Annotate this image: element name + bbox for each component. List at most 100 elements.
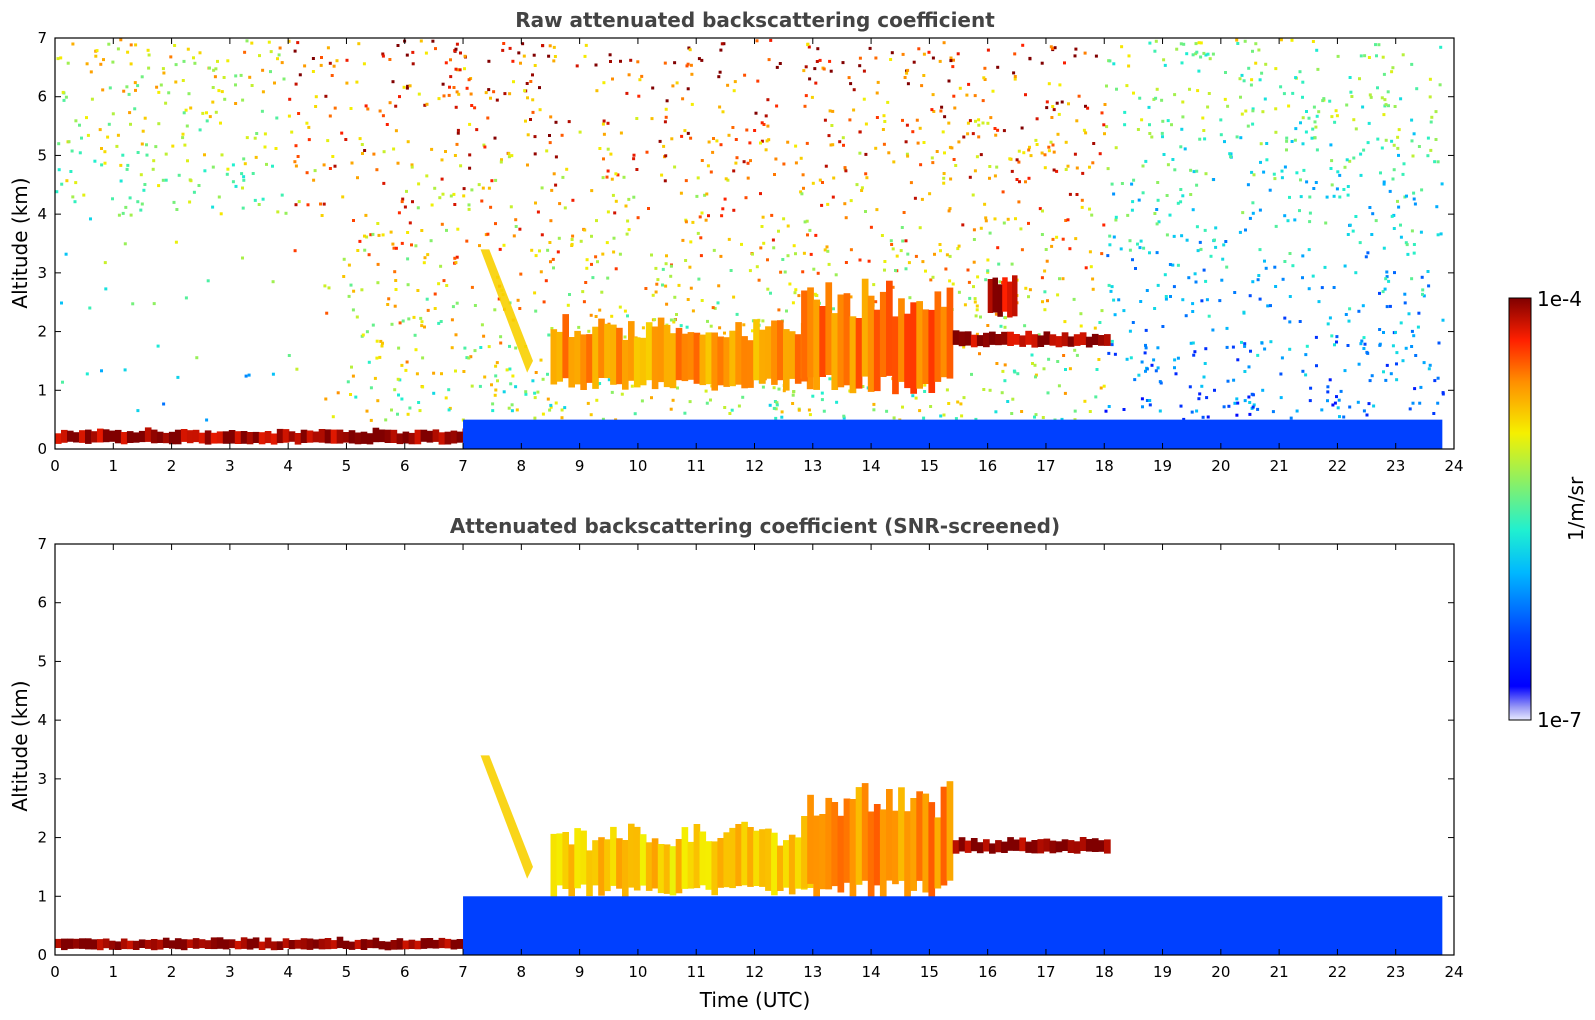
noise-pixel: [1252, 173, 1256, 177]
feature-column: [1037, 335, 1045, 347]
noise-pixel: [1367, 402, 1371, 406]
noise-pixel: [902, 211, 906, 214]
noise-pixel: [1181, 115, 1185, 119]
noise-pixel: [1166, 163, 1170, 167]
noise-pixel: [1051, 47, 1054, 50]
noise-pixel: [1260, 341, 1264, 345]
noise-pixel: [1285, 148, 1288, 152]
noise-pixel: [1346, 344, 1350, 347]
noise-pixel: [533, 64, 537, 67]
noise-pixel: [1354, 271, 1358, 275]
noise-pixel: [1174, 372, 1178, 376]
noise-pixel: [988, 176, 991, 180]
noise-pixel: [1107, 405, 1111, 408]
noise-pixel: [948, 207, 952, 211]
noise-pixel: [129, 62, 133, 66]
noise-pixel: [162, 402, 166, 406]
feature-cloud-13-15: [801, 781, 954, 901]
noise-pixel: [731, 126, 735, 129]
noise-pixel: [423, 256, 427, 260]
noise-pixel: [677, 283, 681, 287]
feature-column: [1079, 332, 1087, 345]
noise-pixel: [808, 228, 812, 232]
noise-pixel: [999, 324, 1003, 328]
noise-pixel: [1240, 112, 1244, 116]
noise-pixel: [1093, 326, 1097, 330]
noise-pixel: [187, 92, 191, 96]
noise-pixel: [473, 304, 477, 307]
noise-pixel: [493, 308, 497, 312]
noise-pixel: [1199, 247, 1203, 251]
noise-pixel: [503, 92, 507, 96]
feature-column: [922, 793, 930, 893]
noise-pixel: [1073, 54, 1077, 58]
noise-pixel: [147, 66, 151, 70]
noise-pixel: [425, 174, 429, 178]
noise-pixel: [1288, 295, 1292, 298]
noise-pixel: [632, 153, 636, 157]
x-tick-label: 1: [109, 963, 119, 981]
noise-pixel: [326, 139, 330, 143]
noise-pixel: [1160, 131, 1164, 135]
noise-pixel: [700, 211, 704, 215]
noise-pixel: [1248, 412, 1252, 416]
noise-pixel: [669, 318, 673, 322]
noise-pixel: [193, 61, 197, 65]
noise-pixel: [650, 253, 653, 257]
noise-pixel: [1388, 304, 1392, 308]
noise-pixel: [1073, 152, 1077, 156]
noise-pixel: [756, 79, 760, 83]
colorbar-max-label: 1e-4: [1537, 287, 1582, 311]
feature-column: [879, 291, 887, 377]
noise-pixel: [1148, 132, 1152, 135]
noise-pixel: [1382, 180, 1386, 184]
noise-pixel: [994, 133, 998, 137]
noise-pixel: [981, 121, 985, 125]
noise-pixel: [941, 130, 945, 134]
noise-pixel: [975, 304, 979, 308]
noise-pixel: [143, 183, 147, 186]
feature-column: [916, 791, 923, 881]
noise-pixel: [889, 58, 893, 61]
noise-pixel: [650, 117, 654, 121]
feature-column: [138, 430, 146, 443]
noise-pixel: [1176, 201, 1180, 205]
noise-pixel: [417, 92, 421, 96]
noise-pixel: [1412, 132, 1416, 136]
noise-pixel: [487, 88, 491, 92]
x-tick-label: 23: [1386, 457, 1405, 475]
noise-pixel: [60, 182, 64, 186]
noise-pixel: [1382, 72, 1386, 76]
noise-pixel: [774, 416, 778, 420]
x-tick-label: 17: [1036, 963, 1055, 981]
noise-pixel: [134, 43, 138, 47]
noise-pixel: [1348, 405, 1352, 409]
noise-pixel: [1229, 155, 1233, 159]
x-tick-label: 21: [1270, 457, 1289, 475]
noise-pixel: [883, 120, 887, 123]
feature-column: [342, 940, 350, 949]
noise-pixel: [352, 219, 355, 222]
noise-pixel: [352, 289, 356, 293]
noise-pixel: [1171, 158, 1175, 161]
noise-pixel: [502, 390, 506, 394]
noise-pixel: [1338, 195, 1342, 199]
noise-pixel: [1033, 363, 1037, 367]
noise-pixel: [225, 172, 229, 176]
noise-pixel: [841, 61, 845, 65]
noise-pixel: [508, 344, 511, 348]
noise-pixel: [440, 158, 444, 162]
noise-pixel: [1034, 138, 1038, 142]
noise-pixel: [713, 306, 717, 310]
noise-pixel: [526, 163, 529, 167]
noise-pixel: [208, 66, 211, 70]
noise-pixel: [1047, 149, 1051, 153]
feature-column: [861, 783, 869, 881]
noise-pixel: [741, 395, 745, 399]
feature-column: [324, 938, 332, 950]
feature-column: [180, 939, 188, 951]
noise-pixel: [757, 278, 761, 282]
noise-pixel: [663, 61, 667, 65]
noise-pixel: [1191, 53, 1195, 57]
